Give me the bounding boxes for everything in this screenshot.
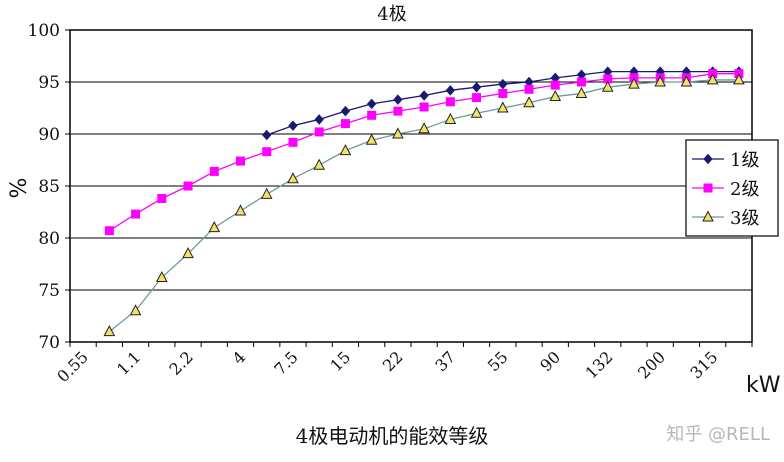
data-point	[129, 304, 142, 316]
data-point	[549, 89, 562, 102]
data-point	[628, 77, 640, 89]
data-point	[703, 183, 713, 193]
y-tick-label: 95	[38, 73, 60, 93]
watermark: 知乎 @RELL	[666, 424, 770, 445]
data-point	[703, 153, 713, 165]
data-point	[445, 85, 456, 96]
data-point	[393, 106, 403, 116]
data-point	[314, 114, 324, 125]
data-point	[104, 226, 114, 236]
data-point	[706, 73, 719, 85]
data-point	[262, 129, 272, 141]
data-point	[445, 97, 455, 107]
legend: 1级 2级 3级	[685, 139, 779, 237]
x-tick-label: 7.5	[270, 347, 301, 378]
data-point	[418, 122, 430, 134]
series-layer	[103, 66, 745, 337]
data-point	[733, 73, 745, 85]
data-point	[393, 94, 403, 105]
data-point	[339, 144, 352, 156]
data-point	[498, 88, 508, 98]
data-point	[392, 127, 404, 139]
data-point	[577, 77, 586, 87]
data-point	[287, 172, 299, 184]
data-point	[575, 86, 588, 98]
x-tick-label: 1.1	[113, 347, 144, 378]
series-triangle	[103, 73, 745, 337]
data-point	[260, 187, 273, 199]
data-point	[131, 209, 141, 219]
data-point	[419, 102, 429, 112]
gridlines	[70, 81, 752, 291]
x-tick-label: 200	[634, 347, 669, 382]
x-tick-label: 4	[229, 347, 250, 368]
data-point	[470, 106, 483, 118]
y-tick-label: 90	[38, 125, 60, 145]
data-point	[288, 120, 298, 131]
x-tick-label: 55	[484, 347, 512, 375]
x-axis-unit: kW	[746, 373, 781, 398]
x-tick-label: 0.55	[53, 347, 92, 386]
data-point	[498, 78, 508, 90]
data-point	[601, 80, 614, 92]
data-point	[550, 80, 560, 90]
data-point	[496, 101, 509, 113]
data-point	[654, 75, 667, 87]
data-point	[702, 210, 714, 222]
data-point	[208, 221, 221, 233]
data-point	[366, 98, 377, 110]
legend-label: 2级	[730, 179, 759, 200]
data-point	[523, 96, 535, 108]
x-tick-label: 90	[536, 347, 564, 375]
data-point	[182, 247, 194, 259]
y-tick-label: 80	[38, 229, 60, 249]
x-tick-label: 315	[686, 347, 721, 382]
chart-title: 4极	[377, 4, 406, 25]
data-point	[155, 270, 168, 283]
y-axis-label: %	[7, 178, 32, 199]
data-point	[365, 133, 378, 145]
data-point	[103, 325, 116, 337]
data-point	[472, 93, 482, 103]
y-tick-label: 75	[38, 281, 60, 301]
data-point	[314, 127, 324, 137]
x-tick-label: 15	[326, 347, 354, 375]
data-point	[183, 181, 193, 191]
data-point	[262, 147, 272, 157]
figure-caption: 4极电动机的能效等级	[295, 424, 489, 448]
data-point	[313, 158, 326, 170]
data-point	[340, 105, 351, 117]
legend-label: 1级	[730, 150, 759, 171]
x-tick-label: 132	[582, 347, 617, 382]
data-point	[236, 156, 245, 166]
y-tick-label: 85	[38, 177, 60, 197]
series-line	[108, 79, 739, 333]
data-point	[419, 90, 429, 101]
data-point	[367, 110, 377, 120]
data-point	[209, 166, 219, 176]
data-point	[524, 84, 534, 94]
x-tick-label: 2.2	[165, 347, 196, 378]
x-tick-label: 22	[379, 347, 407, 375]
data-point	[157, 193, 167, 203]
y-tick-label: 70	[38, 333, 60, 353]
data-point	[288, 137, 298, 147]
legend-label: 3级	[730, 208, 759, 229]
data-point	[234, 204, 247, 216]
y-tick-label: 100	[28, 21, 60, 41]
x-tick-label: 37	[431, 347, 459, 375]
data-point	[340, 119, 350, 129]
axes: 70 75 80 85 90 95 100 0.55 1.1 2.2 4 7.5 15 22 37 55 90 1…	[28, 21, 753, 386]
data-point	[471, 81, 482, 93]
data-point	[680, 75, 693, 87]
data-point	[444, 112, 457, 124]
